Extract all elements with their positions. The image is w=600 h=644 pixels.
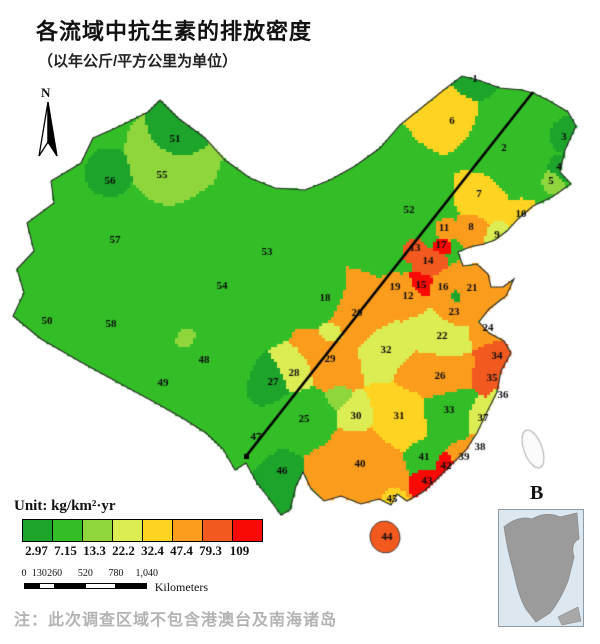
legend-value: 32.4	[141, 543, 164, 558]
legend-value: 13.3	[83, 543, 106, 558]
scale-tick-label: 130	[31, 568, 47, 579]
north-arrow-label: N	[41, 85, 51, 100]
scale-bar-segment	[39, 583, 55, 589]
legend-swatch	[112, 519, 142, 542]
legend: Unit: kg/km²·yr 2.97 7.15 13.3 22.2 32.4 47.4…	[14, 498, 294, 559]
legend-swatch	[142, 519, 172, 542]
legend-value: 47.4	[170, 543, 193, 558]
scale-tick-label: 1,040	[135, 568, 158, 579]
inset-map-south-china-sea	[498, 509, 584, 627]
legend-value: 2.97	[25, 543, 48, 558]
legend-value: 7.15	[54, 543, 77, 558]
map-subtitle: （以年公斤/平方公里为单位）	[38, 53, 238, 70]
scale-bar-segment	[116, 583, 147, 589]
map-title: 各流域中抗生素的排放密度	[36, 19, 313, 44]
legend-unit-label: Unit: kg/km²·yr	[14, 498, 116, 514]
legend-swatch	[172, 519, 202, 542]
inset-label: B	[530, 482, 544, 504]
legend-swatch	[82, 519, 112, 542]
scale-bar-segment	[85, 583, 117, 589]
scale-bar-segment	[24, 583, 40, 589]
scale-bar-unit: Kilometers	[154, 580, 209, 594]
legend-values: 2.97 7.15 13.3 22.2 32.4 47.4 79.3 109	[22, 543, 294, 559]
legend-value: 22.2	[112, 543, 135, 558]
north-arrow-icon: N	[38, 85, 58, 157]
scale-bar: 0 130 260 520 780 1,040 Kilometers	[0, 568, 290, 608]
legend-swatch	[202, 519, 232, 542]
scale-tick-label: 780	[108, 568, 124, 579]
scale-tick-label: 520	[77, 568, 93, 579]
scale-tick-label: 0	[21, 568, 27, 579]
legend-swatch	[52, 519, 82, 542]
inset-landmass	[503, 512, 580, 623]
footnote: 注：此次调查区域不包含港澳台及南海诸岛	[14, 612, 338, 629]
scale-tick-label: 260	[47, 568, 63, 579]
legend-swatch	[22, 519, 52, 542]
legend-value: 79.3	[199, 543, 222, 558]
legend-swatches	[22, 519, 294, 542]
legend-value: 109	[229, 543, 250, 558]
legend-swatch	[232, 519, 263, 542]
scale-bar-segment	[54, 583, 86, 589]
